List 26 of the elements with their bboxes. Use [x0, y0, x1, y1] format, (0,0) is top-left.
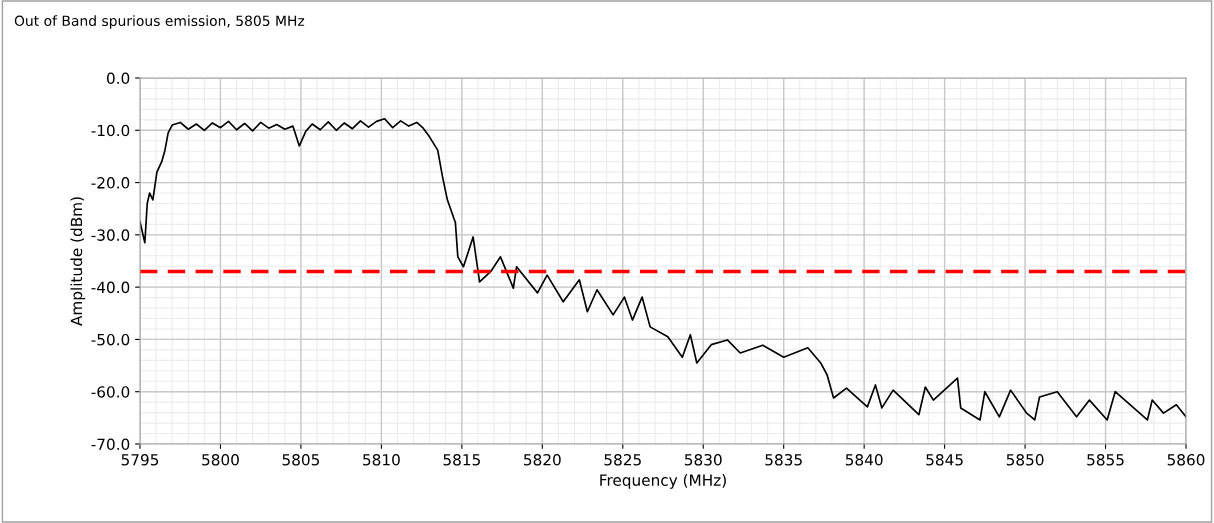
x-tick-label: 5825 — [604, 453, 641, 466]
y-tick-label: -30.0 — [91, 229, 130, 241]
x-tick-label: 5810 — [363, 453, 400, 466]
x-tick-label: 5830 — [684, 453, 722, 466]
x-tick-label: 5820 — [524, 453, 561, 466]
x-tick-label: 5840 — [845, 453, 883, 466]
x-tick-label: 5835 — [765, 453, 802, 466]
y-tick-label: -70.0 — [91, 438, 130, 451]
chart-title: Out of Band spurious emission, 5805 MHz — [14, 15, 305, 29]
x-tick-label: 5815 — [443, 453, 480, 466]
x-tick-label: 5795 — [121, 453, 159, 466]
x-tick-label: 5855 — [1087, 453, 1124, 466]
line-series — [140, 117, 1186, 421]
y-tick-label: -40.0 — [91, 281, 130, 294]
x-tick-label: 5850 — [1006, 453, 1044, 466]
x-tick-label: 5860 — [1167, 453, 1205, 466]
x-axis-title: Frequency (MHz) — [600, 474, 726, 489]
x-tick-label: 5845 — [926, 453, 963, 466]
y-tick-label: -10.0 — [91, 124, 130, 137]
y-tick-label: -20.0 — [91, 177, 130, 189]
y-tick-label: -50.0 — [91, 333, 130, 346]
y-tick-label: -60.0 — [91, 386, 130, 398]
y-axis-title: Amplitude (dBm) — [70, 197, 86, 326]
x-tick-label: 5805 — [282, 453, 320, 466]
y-tick-label: 0.0 — [106, 72, 130, 85]
x-tick-label: 5800 — [202, 453, 239, 466]
